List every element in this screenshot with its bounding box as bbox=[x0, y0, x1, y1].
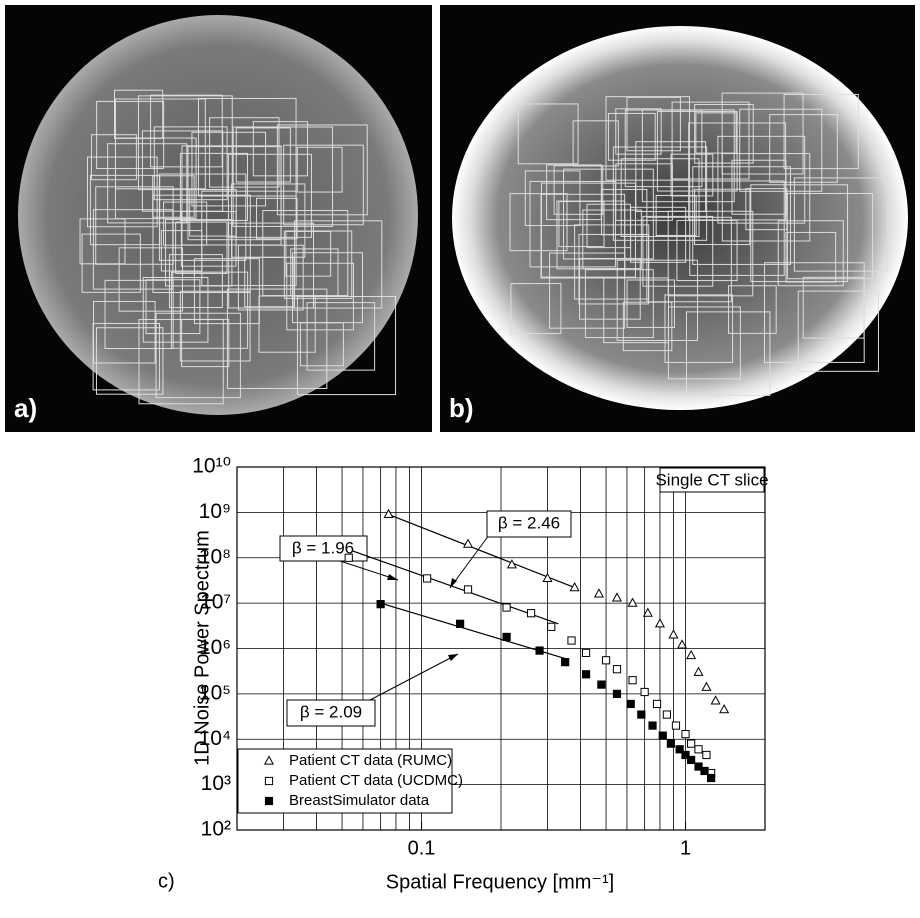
point bbox=[688, 740, 695, 747]
point bbox=[641, 688, 648, 695]
point bbox=[582, 649, 589, 656]
point bbox=[613, 666, 620, 673]
point bbox=[377, 601, 384, 608]
legend-label: Patient CT data (RUMC) bbox=[289, 752, 452, 769]
point bbox=[687, 651, 695, 659]
y-tick-label: 10² bbox=[201, 818, 231, 841]
point bbox=[703, 751, 710, 758]
annotation: β = 2.46 bbox=[498, 513, 560, 532]
y-tick-label: 10¹⁰ bbox=[192, 455, 231, 478]
point bbox=[711, 696, 719, 704]
point bbox=[384, 510, 392, 518]
point bbox=[613, 593, 621, 601]
breast-slice bbox=[452, 26, 908, 410]
arrow bbox=[450, 531, 492, 588]
point bbox=[678, 640, 686, 648]
point bbox=[663, 711, 670, 718]
point bbox=[695, 746, 702, 753]
point bbox=[582, 671, 589, 678]
point bbox=[595, 589, 603, 597]
point bbox=[457, 620, 464, 627]
point bbox=[649, 722, 656, 729]
point bbox=[638, 711, 645, 718]
point bbox=[682, 730, 689, 737]
point bbox=[701, 767, 708, 774]
y-tick-label: 10⁶ bbox=[199, 636, 231, 659]
x-tick-label: 1 bbox=[680, 837, 691, 859]
point bbox=[629, 677, 636, 684]
x-tick-label: 0.1 bbox=[408, 837, 436, 859]
y-tick-label: 10³ bbox=[201, 772, 231, 795]
point bbox=[659, 732, 666, 739]
point bbox=[562, 659, 569, 666]
legend-label: Patient CT data (UCDMC) bbox=[289, 772, 463, 789]
annotation: Single CT slice bbox=[655, 470, 768, 489]
point bbox=[345, 554, 352, 561]
arrow-head bbox=[387, 574, 398, 580]
point bbox=[669, 630, 677, 638]
point bbox=[568, 637, 575, 644]
point bbox=[613, 690, 620, 697]
point bbox=[656, 619, 664, 627]
point bbox=[653, 700, 660, 707]
annotation: β = 2.09 bbox=[300, 702, 362, 721]
point bbox=[464, 539, 472, 547]
annotations: Single CT slice β = 1.96 β = 2.46 β = 2.… bbox=[280, 468, 769, 726]
figure: a) b) c) Spatial Frequency [mm⁻¹] 1D Noi… bbox=[0, 0, 920, 918]
arrow-head bbox=[448, 654, 458, 661]
arrow bbox=[370, 654, 458, 700]
point bbox=[667, 740, 674, 747]
panel-label: c) bbox=[158, 870, 175, 892]
x-axis-label: Spatial Frequency [mm⁻¹] bbox=[386, 871, 614, 893]
point bbox=[627, 700, 634, 707]
point bbox=[527, 610, 534, 617]
point bbox=[548, 623, 555, 630]
legend: Patient CT data (RUMC) Patient CT data (U… bbox=[238, 749, 463, 813]
point bbox=[688, 756, 695, 763]
point bbox=[720, 705, 728, 713]
point bbox=[628, 599, 636, 607]
y-tick-label: 10⁴ bbox=[199, 727, 231, 750]
panel-label: a) bbox=[14, 393, 37, 423]
image-a bbox=[5, 5, 432, 432]
panel-label: b) bbox=[449, 393, 474, 423]
legend-symbol bbox=[265, 797, 272, 804]
y-tick-label: 10⁷ bbox=[200, 591, 231, 614]
image-b bbox=[440, 5, 915, 432]
point bbox=[536, 647, 543, 654]
y-tick-label: 10⁸ bbox=[199, 545, 231, 568]
y-tick-label: 10⁹ bbox=[199, 500, 231, 523]
legend-symbol bbox=[265, 777, 272, 784]
point bbox=[672, 722, 679, 729]
point bbox=[464, 586, 471, 593]
point bbox=[694, 668, 702, 676]
legend-label: BreastSimulator data bbox=[289, 792, 430, 809]
point bbox=[503, 633, 510, 640]
point bbox=[602, 657, 609, 664]
point bbox=[503, 604, 510, 611]
point bbox=[708, 774, 715, 781]
y-tick-label: 10⁵ bbox=[199, 681, 231, 704]
point bbox=[702, 683, 710, 691]
point bbox=[598, 681, 605, 688]
point bbox=[424, 575, 431, 582]
